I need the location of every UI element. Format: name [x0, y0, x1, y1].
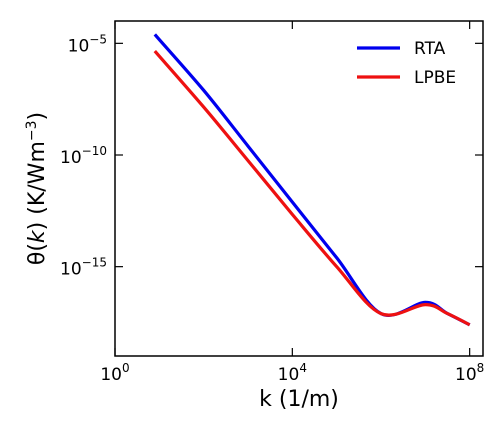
legend-label-lpbe: LPBE: [414, 68, 456, 88]
x-tick-label: 108: [455, 361, 484, 385]
x-axis-label: k (1/m): [259, 387, 339, 412]
y-tick-label: 10−5: [68, 32, 107, 56]
y-tick-label: 10−10: [60, 144, 107, 168]
series-lines: [153, 33, 471, 327]
x-tick-label: 100: [100, 361, 129, 385]
x-tick-label: 104: [278, 361, 307, 385]
y-axis-label: θ(k) (K/Wm−3): [24, 112, 50, 265]
legend: RTA LPBE: [357, 39, 456, 88]
axis-ticks: 100 104 108 10−5 10−10 10−15: [60, 21, 484, 385]
y-tick-label: 10−15: [60, 256, 107, 280]
series-line-lpbe: [153, 50, 471, 327]
plot-frame: [114, 20, 484, 357]
legend-label-rta: RTA: [414, 39, 446, 59]
